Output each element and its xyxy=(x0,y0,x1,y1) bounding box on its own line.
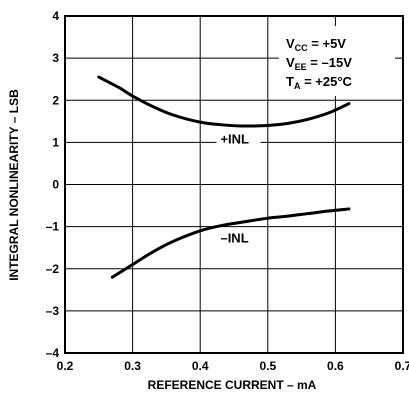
x-tick-label: 0.6 xyxy=(327,359,344,373)
series-line-plus-inl xyxy=(97,75,351,128)
conditions-box: VCC = +5V VEE = –15V TA = +25°C xyxy=(279,26,395,96)
condition-ta: TA = +25°C xyxy=(286,74,353,91)
series-line-minus-inl xyxy=(110,207,351,279)
x-axis-label: REFERENCE CURRENT – mA xyxy=(148,378,317,392)
series-label-background xyxy=(216,229,261,246)
conditions-background xyxy=(279,26,395,96)
y-tick-label: –1 xyxy=(46,220,60,234)
tick-labels: 0.2 0.3 0.4 0.5 0.6 0.7 4 3 2 1 0 –1 –2 –3 –4 xyxy=(46,9,409,373)
series-lines xyxy=(97,75,351,279)
y-tick-label: –3 xyxy=(46,304,60,318)
series-label-background xyxy=(216,130,261,147)
x-tick-label: 0.2 xyxy=(57,359,74,373)
series-labels: +INL –INL xyxy=(216,130,261,246)
y-tick-label: 0 xyxy=(52,178,59,192)
x-tick-label: 0.7 xyxy=(395,359,409,373)
series-label: +INL xyxy=(220,131,249,146)
x-tick-label: 0.4 xyxy=(192,359,209,373)
y-tick-label: 2 xyxy=(52,93,59,107)
y-tick-label: –4 xyxy=(46,346,60,360)
y-tick-label: –2 xyxy=(46,262,60,276)
series-label: –INL xyxy=(220,230,248,245)
x-tick-label: 0.3 xyxy=(124,359,141,373)
plot-frame xyxy=(64,15,404,354)
y-axis-label: INTEGRAL NONLINEARITY – LSB xyxy=(7,89,21,281)
y-tick-label: 3 xyxy=(52,51,59,65)
condition-vcc: VCC = +5V xyxy=(286,36,346,53)
x-tick-label: 0.5 xyxy=(259,359,276,373)
y-tick-label: 1 xyxy=(52,135,59,149)
condition-vee: VEE = –15V xyxy=(286,55,352,72)
y-tick-label: 4 xyxy=(52,9,59,23)
